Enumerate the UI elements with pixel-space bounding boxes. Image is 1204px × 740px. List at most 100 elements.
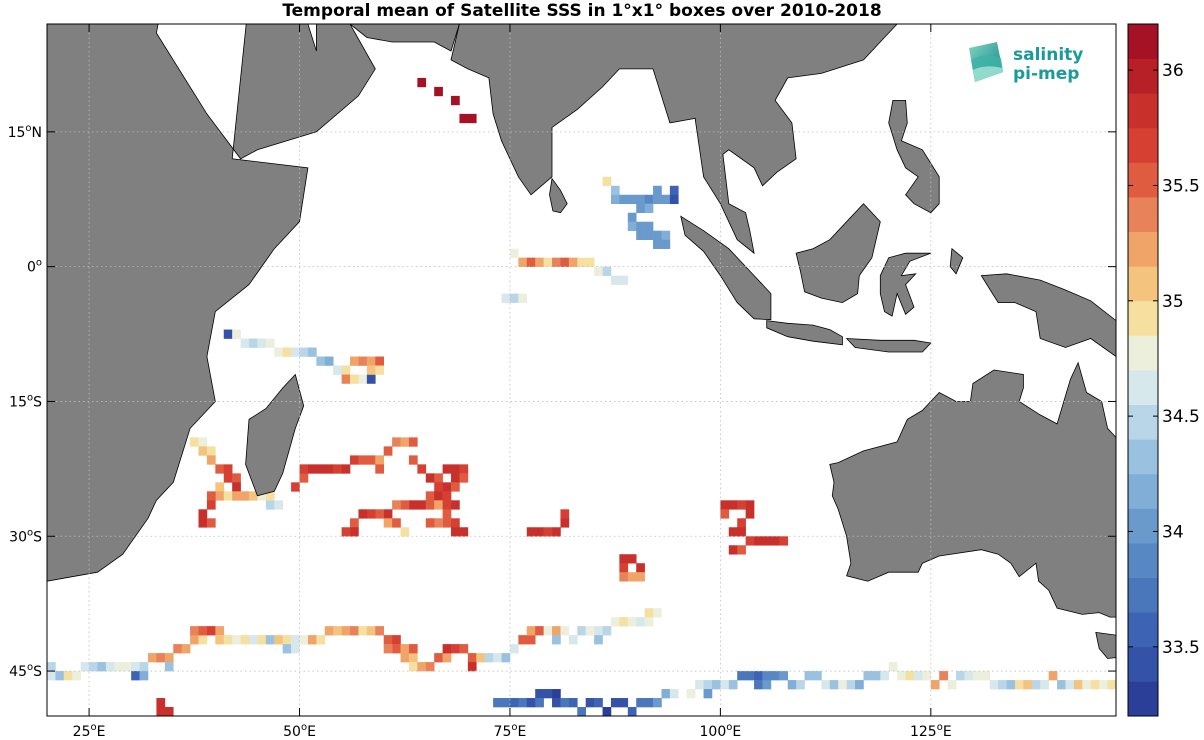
sss-cell — [526, 626, 536, 636]
sss-cell — [350, 527, 359, 537]
sss-cell — [265, 338, 275, 348]
sss-cell — [636, 230, 645, 240]
colorbar-segment — [1128, 681, 1158, 717]
colorbar-segment — [1128, 127, 1158, 163]
sss-cell — [47, 671, 56, 681]
sss-cell — [366, 626, 376, 636]
sss-cell — [762, 671, 772, 681]
sss-cell — [653, 230, 662, 240]
sss-cell — [148, 653, 157, 663]
sss-cell — [383, 635, 393, 645]
sss-cell — [366, 455, 376, 465]
sss-cell — [610, 275, 620, 285]
sss-cell — [846, 680, 856, 690]
colorbar-segment — [1128, 58, 1158, 94]
logo-text-line2: pi-mep — [1013, 64, 1079, 84]
sss-cell — [442, 491, 452, 501]
sss-cell — [703, 680, 713, 690]
sss-cell — [156, 653, 166, 663]
colorbar-tick-label: 35 — [1162, 292, 1184, 312]
sss-cell — [274, 347, 283, 357]
sss-cell — [240, 635, 250, 645]
sss-cell — [299, 347, 309, 357]
colorbar-segment — [1128, 162, 1158, 198]
sss-cell — [981, 671, 991, 681]
sss-cell — [400, 653, 410, 663]
sss-cell — [560, 257, 570, 267]
lon-tick-label: 100oE — [700, 722, 742, 740]
sss-cell — [787, 680, 797, 690]
colorbar-tick-label: 34.5 — [1162, 407, 1200, 427]
colorbar-segment — [1128, 612, 1158, 648]
sss-cell — [282, 635, 292, 645]
sss-cell — [518, 635, 528, 645]
sss-cell — [383, 446, 393, 456]
sss-cell — [509, 293, 519, 303]
sss-cell — [451, 527, 460, 537]
sss-cell — [871, 671, 881, 681]
sss-cell — [535, 626, 544, 636]
sss-cell — [989, 680, 999, 690]
sss-cell — [543, 257, 553, 267]
sss-cell — [417, 77, 427, 88]
sss-cell — [526, 635, 536, 645]
sss-cell — [636, 698, 645, 708]
sss-cell — [1040, 680, 1049, 690]
sss-cell — [358, 356, 368, 366]
sss-cell — [181, 644, 191, 654]
colorbar-segment — [1128, 646, 1158, 682]
sss-cell — [493, 698, 502, 708]
sss-cell — [644, 698, 654, 708]
sss-cell — [619, 554, 629, 564]
sss-cell — [636, 572, 645, 582]
land-borneo — [795, 203, 881, 304]
sss-cell — [754, 671, 763, 681]
sss-cell — [232, 329, 241, 339]
sss-cells-layer — [47, 77, 1116, 716]
colorbar-segment — [1128, 93, 1158, 129]
sss-cell — [661, 689, 671, 699]
sss-cell — [560, 509, 570, 519]
sss-cell — [602, 626, 612, 636]
sss-cell — [341, 527, 351, 537]
sss-cell — [509, 644, 519, 654]
graticule — [47, 24, 1116, 716]
sss-cell — [206, 500, 216, 510]
sss-cell — [484, 653, 494, 663]
sss-cell — [661, 230, 671, 240]
sss-cell — [408, 500, 418, 510]
sss-cell — [350, 374, 359, 384]
sss-cell — [206, 491, 216, 501]
sss-cell — [425, 662, 435, 672]
sss-cell — [232, 473, 241, 483]
sss-cell — [223, 491, 233, 501]
sss-cell — [223, 464, 233, 474]
sss-cell — [518, 257, 528, 267]
sss-cell — [442, 509, 452, 519]
sss-cell — [964, 671, 974, 681]
sss-cell — [518, 698, 528, 708]
sss-cell — [240, 338, 250, 348]
sss-cell — [728, 680, 738, 690]
sss-cell — [232, 635, 241, 645]
sss-cell — [324, 356, 334, 366]
sss-cell — [770, 671, 780, 681]
sss-cell — [307, 635, 317, 645]
sss-cell — [375, 455, 384, 465]
sss-cell — [215, 482, 225, 492]
lat-tick-label: 0o — [27, 258, 42, 276]
sss-cell — [610, 617, 620, 627]
sss-cell — [476, 653, 485, 663]
sss-cell — [518, 293, 528, 303]
colorbar-tick-label: 36 — [1162, 61, 1184, 81]
sss-cell — [366, 365, 376, 375]
sss-cell — [392, 518, 401, 528]
sss-cell — [779, 671, 789, 681]
sss-cell — [770, 536, 780, 546]
sss-cell — [728, 527, 738, 537]
sss-cell — [324, 626, 334, 636]
sss-cell — [307, 347, 317, 357]
sss-cell — [703, 689, 713, 699]
sss-cell — [341, 374, 351, 384]
sss-cell — [627, 707, 637, 716]
